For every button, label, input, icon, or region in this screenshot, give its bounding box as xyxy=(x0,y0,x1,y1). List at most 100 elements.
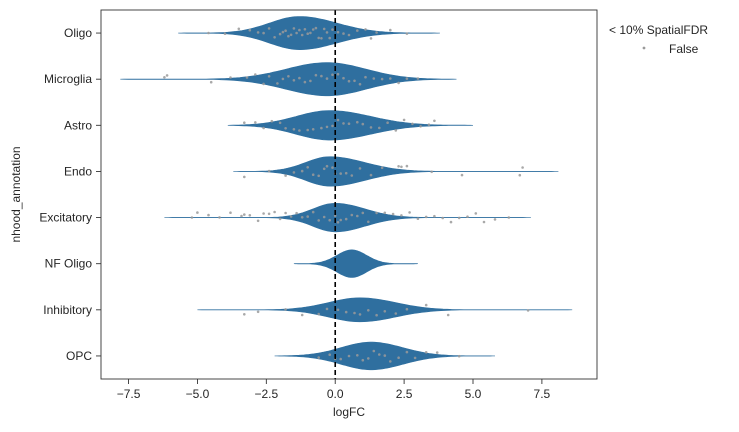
point-inhibitory xyxy=(344,310,348,314)
point-microglia xyxy=(331,73,334,76)
point-inhibitory xyxy=(367,309,370,312)
point-oligo xyxy=(237,27,241,31)
point-opc xyxy=(361,358,365,362)
point-excitatory xyxy=(336,221,340,224)
point-oligo xyxy=(289,33,293,37)
legend-label-false: False xyxy=(669,42,699,56)
legend: < 10% SpatialFDR False xyxy=(609,23,708,56)
y-axis-ticks: Oligo Microglia Astro Endo Excitatory NF Olig… xyxy=(39,26,101,363)
point-endo xyxy=(306,166,310,169)
point-opc xyxy=(356,354,359,357)
point-oligo xyxy=(331,28,334,31)
point-excitatory xyxy=(474,212,478,215)
point-endo xyxy=(460,173,464,177)
point-astro xyxy=(427,123,431,126)
point-excitatory xyxy=(375,211,378,215)
point-excitatory xyxy=(311,210,315,214)
violin-inhibitory xyxy=(197,297,573,323)
point-oligo xyxy=(298,28,301,32)
x-axis-title: logFC xyxy=(333,405,365,419)
point-endo xyxy=(380,166,384,170)
point-excitatory xyxy=(424,215,428,219)
point-astro xyxy=(356,120,359,124)
point-astro xyxy=(284,127,287,130)
point-opc xyxy=(457,354,461,358)
y-axis-title: nhood_annotation xyxy=(9,146,23,242)
point-microglia xyxy=(309,79,312,83)
point-oligo xyxy=(325,31,329,34)
x-tick-label: 7.5 xyxy=(534,387,551,401)
point-excitatory xyxy=(433,214,436,218)
point-opc xyxy=(383,354,387,357)
violin-excitatory xyxy=(164,202,531,233)
point-astro xyxy=(378,126,381,130)
point-microglia xyxy=(229,76,232,79)
point-endo xyxy=(405,164,409,168)
point-excitatory xyxy=(243,213,246,216)
point-excitatory xyxy=(196,211,199,214)
point-inhibitory xyxy=(300,313,304,317)
y-tick-label-astro: Astro xyxy=(64,118,92,132)
point-opc xyxy=(317,356,321,359)
y-tick-label-excitatory: Excitatory xyxy=(39,211,92,225)
point-endo xyxy=(369,173,373,177)
point-microglia xyxy=(416,77,420,80)
y-tick-label-endo: Endo xyxy=(64,164,92,178)
point-excitatory xyxy=(482,220,486,224)
point-oligo xyxy=(347,33,351,37)
violin-oligo xyxy=(178,16,440,51)
point-inhibitory xyxy=(383,310,387,313)
point-excitatory xyxy=(248,214,252,217)
point-excitatory xyxy=(278,217,282,221)
legend-marker-false xyxy=(642,46,646,50)
point-endo xyxy=(267,169,271,173)
point-astro xyxy=(311,128,315,131)
point-oligo xyxy=(314,26,318,30)
point-excitatory xyxy=(333,214,337,218)
point-oligo xyxy=(303,28,307,31)
points-layer xyxy=(163,26,530,363)
point-endo xyxy=(397,165,400,168)
point-opc xyxy=(424,351,428,354)
point-oligo xyxy=(309,31,312,35)
point-oligo xyxy=(306,32,310,35)
point-astro xyxy=(325,125,329,129)
point-oligo xyxy=(320,37,323,40)
point-endo xyxy=(358,167,362,170)
point-oligo xyxy=(267,27,271,30)
point-oligo xyxy=(278,32,282,36)
point-oligo xyxy=(356,29,359,32)
point-excitatory xyxy=(295,211,298,215)
point-oligo xyxy=(223,32,227,35)
point-microglia xyxy=(267,75,271,78)
x-tick-label: 5.0 xyxy=(465,387,482,401)
point-oligo xyxy=(256,31,260,34)
point-oligo xyxy=(281,30,285,34)
point-excitatory xyxy=(207,213,210,217)
point-inhibitory xyxy=(353,311,356,315)
point-endo xyxy=(400,165,403,169)
point-oligo xyxy=(284,29,287,32)
point-inhibitory xyxy=(317,312,321,316)
point-oligo xyxy=(248,28,252,32)
point-oligo xyxy=(328,36,332,40)
point-inhibitory xyxy=(336,308,340,312)
point-inhibitory xyxy=(394,312,398,315)
point-oligo xyxy=(322,27,326,31)
y-tick-label-inhibitory: Inhibitory xyxy=(43,303,92,317)
point-excitatory xyxy=(328,218,332,222)
point-oligo xyxy=(311,28,315,31)
point-astro xyxy=(336,118,340,122)
point-excitatory xyxy=(190,216,194,219)
point-microglia xyxy=(397,81,400,85)
point-excitatory xyxy=(466,215,469,218)
point-microglia xyxy=(314,73,318,77)
point-excitatory xyxy=(284,211,287,215)
point-opc xyxy=(339,357,343,361)
point-microglia xyxy=(287,75,290,78)
violin-endo xyxy=(233,156,559,187)
point-endo xyxy=(325,164,329,168)
point-inhibitory xyxy=(375,313,378,317)
point-microglia xyxy=(358,82,362,86)
